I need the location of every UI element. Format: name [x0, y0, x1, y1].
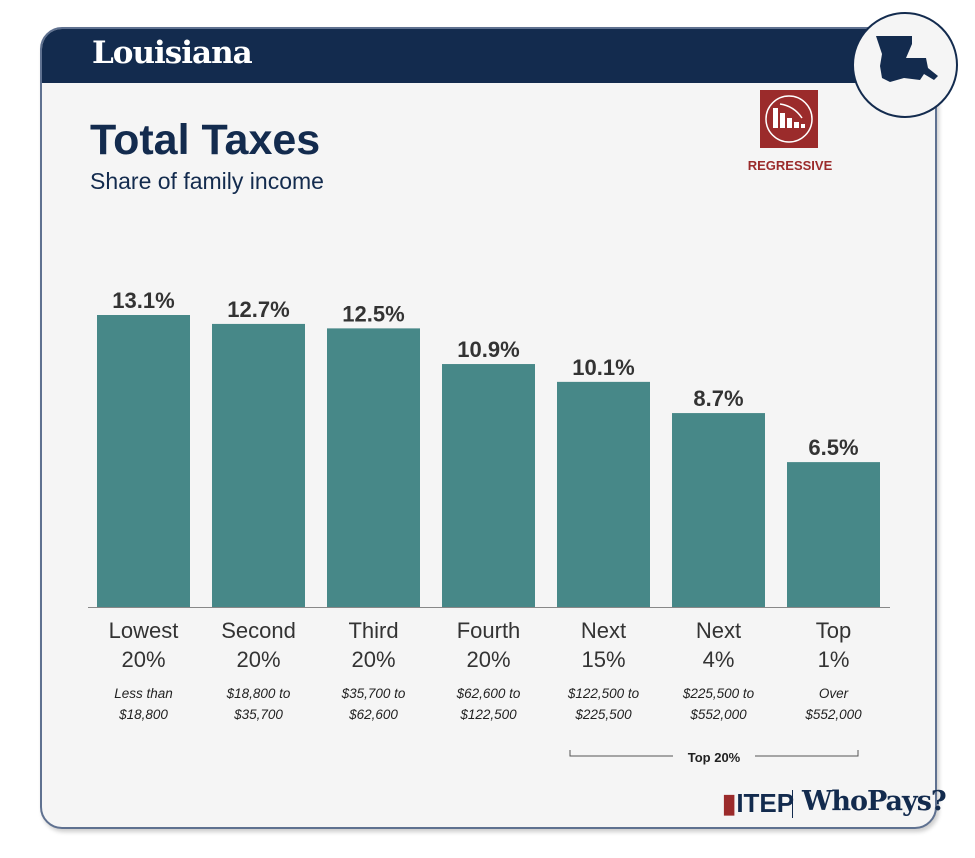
bar	[97, 315, 190, 607]
income-range-label: $122,500 to	[567, 686, 640, 701]
louisiana-map-icon	[852, 12, 958, 118]
bar	[442, 364, 535, 607]
bar	[787, 462, 880, 607]
header-bar: Louisiana	[42, 29, 935, 83]
category-label: Fourth	[457, 618, 521, 643]
category-label: Lowest	[109, 618, 179, 643]
bar	[327, 328, 420, 607]
data-label: 12.5%	[342, 301, 404, 326]
group-label: Top 20%	[688, 750, 741, 765]
income-range-label: $552,000	[689, 707, 747, 722]
data-label: 8.7%	[693, 386, 743, 411]
page-subtitle: Share of family income	[90, 168, 324, 194]
income-range-label: $552,000	[804, 707, 862, 722]
income-range-label: $122,500	[459, 707, 517, 722]
income-range-label: Less than	[114, 686, 173, 701]
category-label: 20%	[466, 647, 510, 672]
whopays-logo: WhoPays?	[802, 786, 947, 817]
income-range-label: $35,700 to	[341, 686, 406, 701]
category-label: Next	[696, 618, 741, 643]
itep-logo: ▮ITEP	[722, 788, 795, 818]
bar	[557, 381, 650, 607]
category-label: 20%	[121, 647, 165, 672]
category-label: 1%	[818, 647, 850, 672]
income-range-label: $18,800 to	[226, 686, 291, 701]
income-range-label: Over	[819, 686, 849, 701]
category-label: Next	[581, 618, 626, 643]
income-range-label: $62,600	[348, 707, 398, 722]
data-label: 6.5%	[808, 435, 858, 460]
state-name: Louisiana	[92, 35, 253, 71]
regressive-chart-icon	[760, 90, 818, 148]
bar-chart: 13.1% Lowest 20% Less than $18,800 12.7% Secon…	[88, 288, 890, 765]
income-range-label: $225,500	[574, 707, 632, 722]
category-label: Second	[221, 618, 296, 643]
data-label: 10.9%	[457, 337, 519, 362]
bar	[672, 413, 765, 607]
category-label: 4%	[703, 647, 735, 672]
page-title: Total Taxes	[90, 116, 321, 164]
group-bracket	[569, 750, 859, 757]
income-range-label: $18,800	[118, 707, 168, 722]
category-label: 15%	[581, 647, 625, 672]
bar	[212, 323, 305, 607]
data-label: 12.7%	[227, 297, 289, 322]
category-label: 20%	[351, 647, 395, 672]
data-label: 10.1%	[572, 355, 634, 380]
income-range-label: $35,700	[233, 707, 283, 722]
logo-divider	[792, 790, 793, 818]
income-range-label: $225,500 to	[682, 686, 755, 701]
category-label: Top	[816, 618, 851, 643]
regressive-label: REGRESSIVE	[747, 158, 833, 173]
category-label: Third	[348, 618, 398, 643]
data-label: 13.1%	[112, 288, 174, 313]
income-range-label: $62,600 to	[456, 686, 521, 701]
category-label: 20%	[236, 647, 280, 672]
